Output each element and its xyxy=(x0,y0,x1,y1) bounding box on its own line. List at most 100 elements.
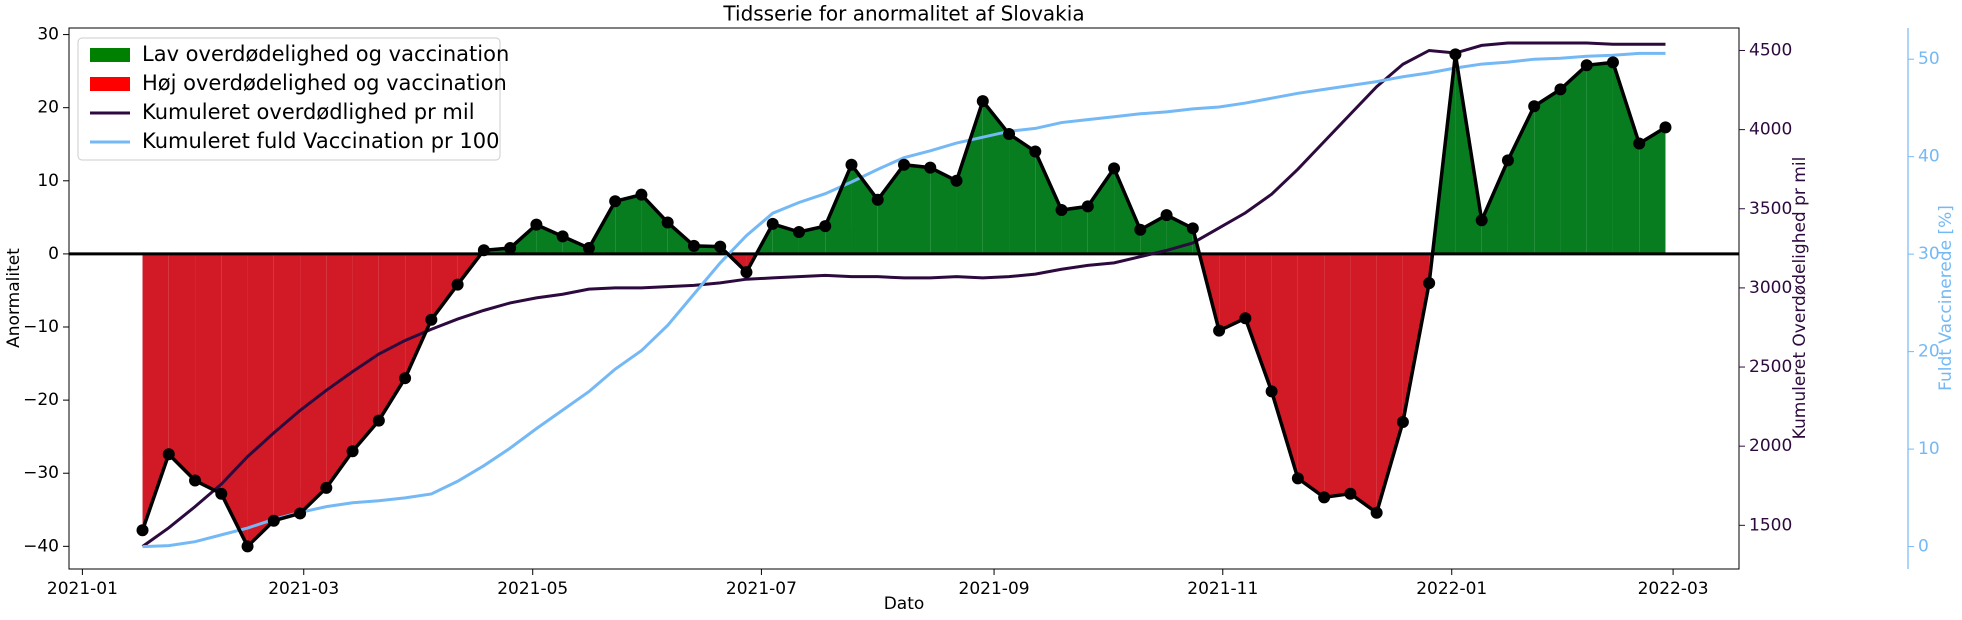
area-fill xyxy=(378,253,406,421)
y-tick-label: 20 xyxy=(37,98,59,118)
anomaly-marker xyxy=(1160,209,1173,222)
y2-tick-label: 2500 xyxy=(1749,357,1792,377)
area-fill xyxy=(1350,253,1377,513)
y-tick-label: 0 xyxy=(48,244,59,264)
legend-label: Kumuleret overdødlighed pr mil xyxy=(142,100,475,124)
y3-tick-label: 20 xyxy=(1918,342,1940,362)
plot-frame xyxy=(68,27,1740,570)
anomaly-marker xyxy=(1003,128,1016,141)
anomaly-marker xyxy=(294,507,307,520)
anomaly-marker xyxy=(1423,277,1436,290)
anomaly-marker xyxy=(1606,56,1619,69)
y3-tick-label: 30 xyxy=(1918,244,1940,264)
anomaly-marker xyxy=(1055,204,1068,217)
anomaly-marker xyxy=(1134,223,1147,236)
anomaly-marker xyxy=(1213,324,1226,337)
y-tick-label: −30 xyxy=(23,463,59,483)
area-fill xyxy=(1481,160,1508,254)
area-fill xyxy=(904,164,931,254)
x-tick-label: 2021-01 xyxy=(47,579,118,599)
anomaly-marker xyxy=(1265,385,1278,398)
area-fill xyxy=(1534,89,1561,254)
anomaly-marker xyxy=(924,161,937,174)
anomaly-marker xyxy=(556,230,569,243)
anomaly-marker xyxy=(1370,506,1383,519)
anomaly-marker xyxy=(399,372,412,385)
area-fill xyxy=(1245,253,1272,392)
anomaly-marker xyxy=(1528,100,1541,113)
series-line xyxy=(141,41,1666,548)
y2-tick-label: 3000 xyxy=(1749,278,1792,298)
anomaly-marker xyxy=(976,95,989,108)
area-fill xyxy=(930,167,957,254)
y2-tick-label: 1500 xyxy=(1749,515,1792,535)
area-fill xyxy=(1507,106,1535,254)
area-fill xyxy=(405,253,432,379)
area-fill xyxy=(1586,62,1613,254)
y2-tick-label: 2000 xyxy=(1749,436,1792,456)
area-fill xyxy=(1612,62,1640,254)
anomaly-marker xyxy=(635,188,648,201)
anomaly-marker xyxy=(504,242,517,255)
anomaly-marker xyxy=(1501,154,1514,167)
area-fill xyxy=(877,164,904,254)
anomaly-marker xyxy=(215,487,228,500)
y3-tick-label: 40 xyxy=(1918,147,1940,167)
y-tick-label: −20 xyxy=(23,390,59,410)
area-fill xyxy=(1297,253,1325,498)
y2-axis-label: Kumuleret Overdødelighed pr mil xyxy=(1790,157,1810,440)
y3-tick-label: 50 xyxy=(1918,49,1940,69)
area-fill xyxy=(982,101,1010,254)
anomaly-marker xyxy=(819,220,832,233)
anomaly-marker xyxy=(871,193,884,206)
area-fill xyxy=(352,253,379,452)
anomaly-marker xyxy=(267,514,280,527)
legend-box xyxy=(77,37,501,161)
x-tick-label: 2022-03 xyxy=(1638,579,1709,599)
area-fill xyxy=(1009,134,1036,254)
legend-label: Lav overdødelighed og vaccination xyxy=(142,42,509,66)
area-fill xyxy=(615,194,642,254)
area-fill xyxy=(1376,253,1403,513)
anomaly-marker xyxy=(898,158,910,171)
anomaly-marker xyxy=(740,266,753,279)
anomaly-marker xyxy=(346,445,359,458)
area-fill xyxy=(641,194,668,254)
y2-tick-label: 4000 xyxy=(1749,120,1792,140)
anomaly-marker xyxy=(1186,222,1199,235)
y-tick-label: −40 xyxy=(23,536,59,556)
y3-tick-label: 0 xyxy=(1918,537,1929,557)
anomaly-marker xyxy=(1344,487,1357,500)
anomaly-marker xyxy=(530,218,543,231)
anomaly-marker xyxy=(1291,472,1304,485)
anomaly-marker xyxy=(477,244,490,257)
anomaly-marker xyxy=(320,481,333,494)
area-fill xyxy=(851,164,878,254)
anomaly-marker xyxy=(1029,145,1042,158)
x-tick-label: 2021-11 xyxy=(1187,579,1258,599)
anomaly-marker xyxy=(1475,214,1488,227)
area-fill xyxy=(536,224,563,254)
anomaly-marker xyxy=(661,216,674,229)
area-fill xyxy=(1087,168,1115,254)
area-fill xyxy=(431,253,458,320)
anomaly-marker xyxy=(189,474,202,487)
chart-title: Tidsserie for anormalitet af Slovakia xyxy=(722,2,1084,26)
anomaly-marker xyxy=(1659,121,1672,134)
area-fill xyxy=(825,164,852,254)
anomaly-marker xyxy=(792,225,805,238)
x-tick-label: 2021-09 xyxy=(959,579,1030,599)
anomaly-marker xyxy=(582,242,595,255)
anomaly-marker xyxy=(1580,59,1593,72)
x-tick-label: 2021-05 xyxy=(497,579,568,599)
anomaly-marker xyxy=(1449,48,1462,61)
area-fill xyxy=(221,253,248,547)
area-fill xyxy=(1219,253,1246,331)
area-fill xyxy=(195,253,222,494)
legend-label: Kumuleret fuld Vaccination pr 100 xyxy=(142,129,499,153)
anomaly-marker xyxy=(1318,491,1331,504)
y3-tick-label: 10 xyxy=(1918,439,1940,459)
y2-tick-label: 3500 xyxy=(1749,199,1792,219)
